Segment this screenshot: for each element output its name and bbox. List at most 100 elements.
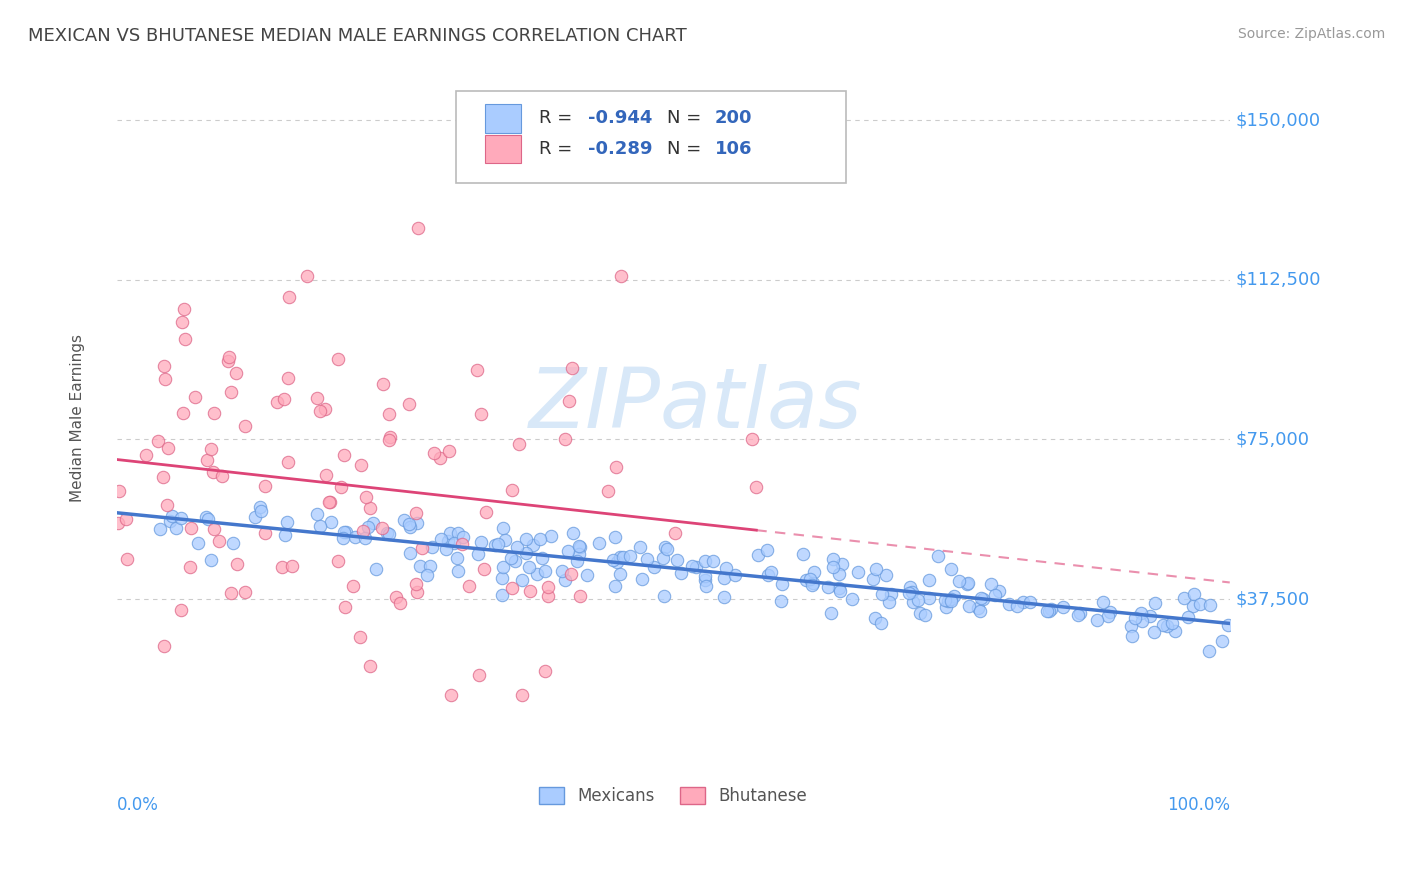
Mexicans (1164, 624, 1187, 638)
Bhutanese (254, 526, 277, 541)
Mexicans (1152, 618, 1174, 632)
Mexicans (980, 577, 1002, 591)
Mexicans (531, 550, 554, 565)
Bhutanese (354, 490, 377, 504)
Bhutanese (157, 442, 180, 456)
Mexicans (1123, 611, 1146, 625)
Bhutanese (406, 584, 429, 599)
Mexicans (451, 530, 474, 544)
Bhutanese (470, 407, 492, 421)
Mexicans (307, 507, 329, 521)
Mexicans (907, 592, 929, 607)
Mexicans (695, 569, 717, 583)
Mexicans (197, 512, 219, 526)
Mexicans (948, 574, 970, 588)
Mexicans (1160, 615, 1182, 630)
Mexicans (343, 530, 366, 544)
Mexicans (430, 532, 453, 546)
Bhutanese (598, 484, 620, 499)
Bhutanese (411, 541, 433, 555)
Bhutanese (450, 537, 472, 551)
Bhutanese (378, 430, 401, 444)
Mexicans (274, 528, 297, 542)
Mexicans (628, 540, 651, 554)
Bhutanese (326, 352, 349, 367)
Mexicans (1177, 609, 1199, 624)
Text: R =: R = (538, 110, 578, 128)
Mexicans (756, 543, 779, 558)
Mexicans (392, 513, 415, 527)
Mexicans (1098, 605, 1121, 619)
Mexicans (685, 560, 707, 574)
Mexicans (972, 592, 994, 607)
Text: $75,000: $75,000 (1236, 431, 1309, 449)
Text: 106: 106 (714, 140, 752, 158)
Mexicans (1121, 619, 1143, 633)
Mexicans (361, 516, 384, 530)
Mexicans (491, 571, 513, 585)
Bhutanese (398, 397, 420, 411)
Bhutanese (172, 406, 194, 420)
Mexicans (491, 559, 513, 574)
Bhutanese (152, 470, 174, 484)
Bhutanese (359, 658, 381, 673)
Text: 0.0%: 0.0% (117, 797, 159, 814)
Bhutanese (501, 483, 523, 497)
Mexicans (491, 588, 513, 602)
Mexicans (669, 566, 692, 580)
Bhutanese (465, 362, 488, 376)
Mexicans (665, 553, 688, 567)
Mexicans (702, 553, 724, 567)
Bhutanese (307, 391, 329, 405)
Mexicans (821, 552, 844, 566)
Mexicans (588, 536, 610, 550)
Mexicans (657, 541, 679, 556)
Mexicans (654, 589, 676, 603)
Mexicans (609, 549, 631, 564)
Bhutanese (664, 526, 686, 541)
Bhutanese (218, 354, 240, 368)
Mexicans (1067, 607, 1090, 622)
Mexicans (505, 540, 527, 554)
Mexicans (484, 538, 506, 552)
Mexicans (1199, 598, 1222, 612)
Mexicans (827, 581, 849, 595)
Mexicans (609, 567, 631, 582)
Bhutanese (350, 458, 373, 473)
Bhutanese (225, 367, 247, 381)
Bhutanese (277, 371, 299, 385)
Bhutanese (254, 479, 277, 493)
Mexicans (759, 565, 782, 579)
Bhutanese (233, 585, 256, 599)
Mexicans (803, 566, 825, 580)
Bhutanese (330, 480, 353, 494)
Bhutanese (458, 579, 481, 593)
Text: MEXICAN VS BHUTANESE MEDIAN MALE EARNINGS CORRELATION CHART: MEXICAN VS BHUTANESE MEDIAN MALE EARNING… (28, 27, 688, 45)
Mexicans (870, 615, 893, 630)
Mexicans (1121, 629, 1143, 643)
Mexicans (619, 549, 641, 564)
Mexicans (935, 599, 957, 614)
Mexicans (939, 594, 962, 608)
FancyBboxPatch shape (485, 104, 520, 133)
Bhutanese (295, 268, 318, 283)
Mexicans (335, 525, 357, 540)
FancyBboxPatch shape (485, 135, 520, 163)
Mexicans (540, 529, 562, 543)
Mexicans (160, 508, 183, 523)
Mexicans (713, 571, 735, 585)
Mexicans (939, 591, 962, 606)
Mexicans (901, 595, 924, 609)
Bhutanese (508, 437, 530, 451)
Mexicans (510, 573, 533, 587)
Bhutanese (200, 442, 222, 457)
Text: -0.944: -0.944 (588, 110, 652, 128)
Mexicans (747, 548, 769, 562)
Mexicans (200, 552, 222, 566)
Mexicans (377, 527, 399, 541)
Bhutanese (278, 290, 301, 304)
Mexicans (602, 553, 624, 567)
Bhutanese (277, 455, 299, 469)
Bhutanese (211, 469, 233, 483)
Mexicans (654, 540, 676, 554)
